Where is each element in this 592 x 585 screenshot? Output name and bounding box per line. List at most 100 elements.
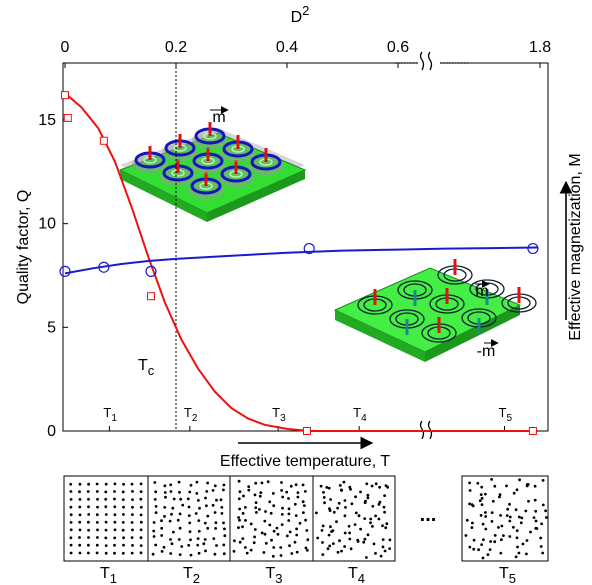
particle [258, 508, 261, 511]
particle [113, 490, 116, 493]
particle [69, 543, 73, 547]
particle [381, 545, 385, 549]
particle [490, 511, 494, 514]
particle [534, 509, 538, 513]
particle [353, 523, 357, 526]
particle [279, 546, 283, 549]
particle [162, 545, 166, 549]
particle [139, 482, 143, 486]
label-base: T [353, 405, 361, 420]
particle [539, 545, 543, 548]
particle [197, 499, 200, 502]
particle [381, 538, 385, 541]
particle [486, 553, 490, 556]
particle [87, 520, 90, 524]
particle [484, 527, 488, 531]
particle [113, 536, 117, 540]
fit-curve [64, 92, 538, 432]
label-sub: 3 [275, 571, 282, 585]
particle [539, 536, 543, 540]
particle [343, 531, 347, 535]
x-axis-title-superscript: 2 [302, 3, 309, 18]
particle [69, 490, 73, 493]
particle [178, 490, 181, 494]
particle [493, 484, 497, 488]
particle [252, 541, 256, 545]
particle [272, 504, 276, 508]
particle [121, 528, 125, 532]
particle [294, 483, 298, 487]
particle [253, 535, 256, 539]
particle [130, 482, 134, 486]
particle [381, 524, 384, 528]
particle [470, 503, 474, 506]
particle [343, 499, 347, 502]
snapshot-panel [147, 475, 231, 562]
inset-label: -m [477, 343, 496, 360]
particle [104, 551, 108, 555]
particle [493, 534, 497, 537]
particle [87, 528, 90, 532]
particle [249, 548, 253, 552]
particle [197, 519, 201, 522]
particle [122, 513, 125, 516]
particle [322, 491, 325, 494]
particle [211, 489, 215, 492]
particle [78, 520, 82, 524]
x-tick-label: 1.8 [529, 39, 551, 56]
particle [104, 536, 108, 540]
particle [386, 485, 390, 489]
x-tick-label: 0.2 [165, 39, 187, 56]
particle [289, 484, 293, 488]
particle [320, 529, 324, 532]
particle [306, 538, 310, 542]
particle [178, 526, 182, 530]
particle [122, 536, 125, 540]
particle [177, 538, 181, 541]
particle [480, 496, 484, 500]
label-sub: 1 [110, 571, 117, 585]
particle [78, 498, 82, 501]
particle [122, 543, 125, 547]
core-halo [218, 169, 254, 187]
particle [131, 490, 134, 493]
particle [377, 517, 381, 521]
ellipsis: ... [420, 504, 437, 526]
particle [139, 490, 143, 493]
particle [365, 482, 369, 486]
snapshots: T1 T2 T3 T4 T5 [63, 475, 549, 585]
particle [288, 530, 292, 534]
particle [196, 537, 200, 540]
particle [170, 512, 173, 516]
label-sub: 2 [192, 413, 198, 424]
particle [301, 483, 305, 487]
particle [500, 538, 503, 542]
particle [508, 519, 512, 523]
particle [130, 521, 134, 524]
particle [328, 509, 332, 512]
particle [305, 529, 309, 532]
particle [104, 544, 108, 547]
particle [295, 550, 299, 554]
particle [87, 551, 90, 555]
particle [69, 482, 73, 486]
particle [287, 512, 291, 516]
particle [321, 524, 325, 528]
label-sub: 4 [358, 571, 365, 585]
particle [490, 478, 493, 481]
particle [130, 536, 134, 539]
particle [69, 551, 73, 555]
particle [78, 551, 82, 555]
particle [206, 514, 210, 518]
data-point [99, 136, 108, 145]
particle [87, 513, 91, 516]
particle [516, 545, 519, 549]
snapshot-panel [63, 475, 149, 562]
particle [178, 512, 182, 516]
particle [512, 525, 515, 529]
label-sub: c [148, 363, 155, 378]
particle [160, 526, 164, 530]
particle [512, 491, 516, 495]
particle [237, 479, 241, 483]
y-tick-label: 5 [47, 319, 56, 336]
